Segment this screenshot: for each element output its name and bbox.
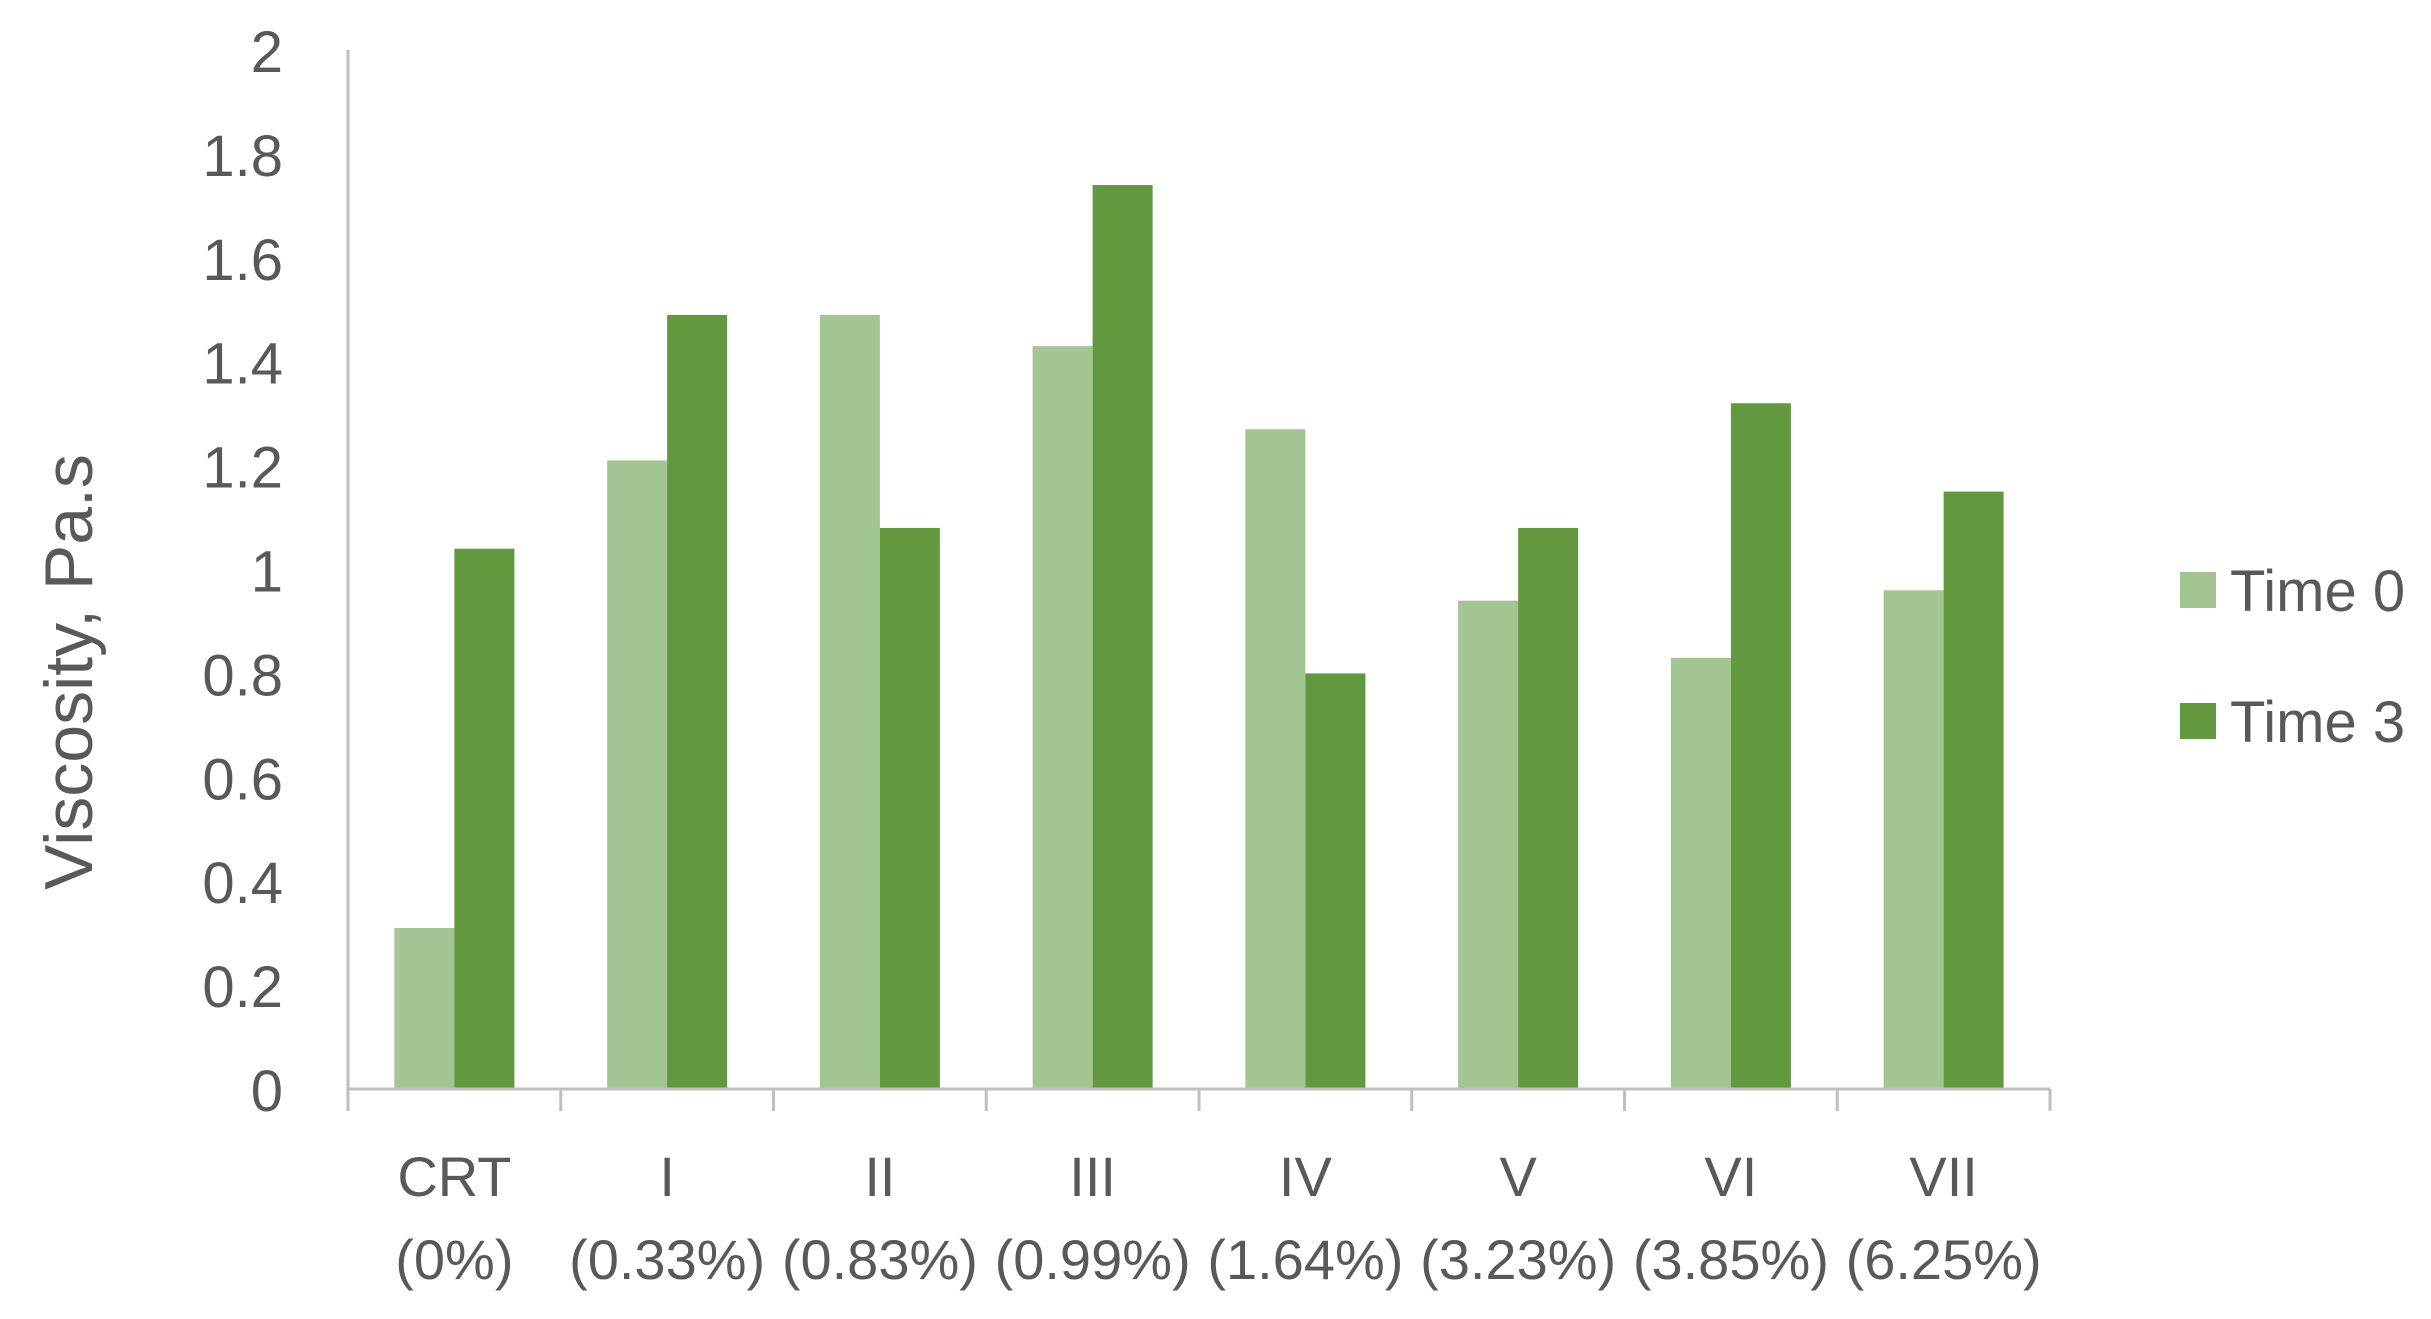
bar-time-0 <box>1245 429 1306 1089</box>
legend-label: Time 3 <box>2230 690 2405 755</box>
x-tick-label: VII <box>1909 1145 1977 1208</box>
legend: Time 0 Time 3 <box>2180 559 2405 755</box>
axes <box>346 50 2052 1111</box>
x-tick-sublabel: (6.25%) <box>1846 1228 2042 1291</box>
bar-time-3 <box>1518 527 1579 1089</box>
bar-time-0 <box>607 460 668 1089</box>
x-tick-sublabel: (1.64%) <box>1207 1228 1403 1291</box>
y-tick-labels: 0 0.2 0.4 0.6 0.8 1 1.2 1.4 1.6 1.8 2 <box>202 20 283 1124</box>
y-tick-label: 0.8 <box>202 643 283 708</box>
y-tick-label: 0 <box>251 1059 283 1124</box>
legend-swatch <box>2180 572 2216 608</box>
bar-time-3 <box>1092 185 1153 1089</box>
y-tick-label: 2 <box>251 20 283 85</box>
y-tick-label: 1.4 <box>202 332 283 397</box>
bars <box>394 185 2004 1089</box>
x-tick-label: II <box>864 1145 895 1208</box>
y-tick-label: 1.6 <box>202 228 283 293</box>
bar-time-0 <box>394 927 455 1089</box>
bar-time-0 <box>819 314 880 1089</box>
x-tick-label: IV <box>1279 1145 1333 1208</box>
y-tick-label: 0.6 <box>202 747 283 812</box>
x-tick-sublabel: (0.33%) <box>569 1228 765 1291</box>
bar-time-3 <box>1305 673 1366 1089</box>
x-tick-label: CRT <box>397 1145 511 1208</box>
x-tick-label: V <box>1499 1145 1537 1208</box>
y-tick-label: 1.8 <box>202 124 283 189</box>
x-tick-labels: CRT (0%) I (0.33%) II (0.83%) III (0.99%) IV (1.6… <box>395 1145 2041 1291</box>
bar-time-3 <box>667 314 728 1089</box>
x-tick-label: VI <box>1704 1145 1757 1208</box>
y-tick-label: 0.4 <box>202 851 283 916</box>
bar-time-0 <box>1883 590 1944 1089</box>
bar-time-3 <box>1730 403 1791 1089</box>
x-tick-sublabel: (0%) <box>395 1228 513 1291</box>
bar-time-3 <box>454 548 515 1089</box>
x-tick-sublabel: (3.85%) <box>1633 1228 1829 1291</box>
x-tick-label: I <box>659 1145 675 1208</box>
bar-time-0 <box>1032 346 1093 1089</box>
y-tick-label: 1.2 <box>202 436 283 501</box>
x-tick-label: III <box>1069 1145 1116 1208</box>
y-tick-label: 0.2 <box>202 955 283 1020</box>
x-tick-sublabel: (3.23%) <box>1420 1228 1616 1291</box>
legend-swatch <box>2180 703 2216 739</box>
y-axis-label: Viscosity, Pa.s <box>31 454 107 890</box>
bar-time-3 <box>1943 491 2004 1089</box>
legend-label: Time 0 <box>2230 559 2405 624</box>
x-tick-sublabel: (0.99%) <box>995 1228 1191 1291</box>
bar-time-0 <box>1458 600 1519 1089</box>
bar-time-0 <box>1670 657 1731 1089</box>
y-tick-label: 1 <box>251 540 283 605</box>
x-tick-sublabel: (0.83%) <box>782 1228 978 1291</box>
bar-time-3 <box>879 527 940 1089</box>
